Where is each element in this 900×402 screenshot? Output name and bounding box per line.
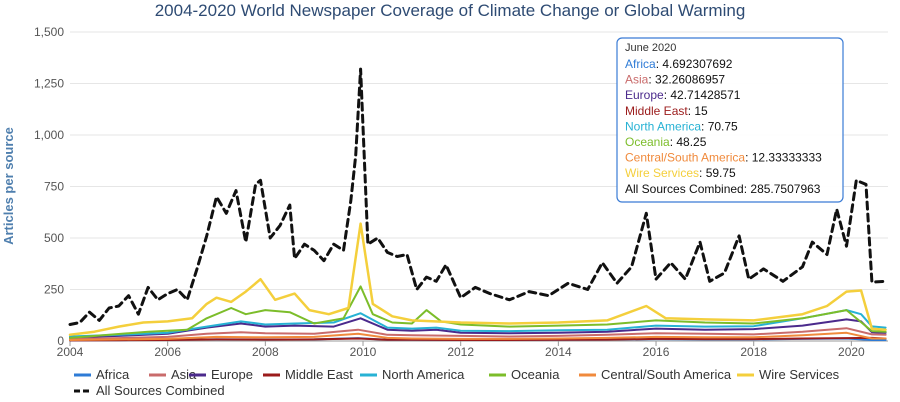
tooltip-row: Europe: 42.71428571 <box>625 88 741 102</box>
tooltip-series-value: 48.25 <box>676 135 706 149</box>
x-tick-label: 2006 <box>154 345 181 359</box>
series-line-asia <box>69 327 887 340</box>
tooltip-box <box>616 37 844 203</box>
y-tick-label: 750 <box>44 180 64 194</box>
tooltip-series-value: 285.7507963 <box>750 182 820 196</box>
series-line-oceania <box>69 285 887 339</box>
y-axis: 0 250 500 750 1,000 1,250 1,500 <box>34 25 64 348</box>
legend-label: Central/South America <box>601 367 732 382</box>
tooltip-series-label: Africa <box>625 57 656 71</box>
tooltip-series-label: Central/South America <box>625 151 745 165</box>
legend: Africa Asia Europe Middle East North America… <box>74 367 840 398</box>
tooltip-title: June 2020 <box>625 42 676 54</box>
x-tick-label: 2010 <box>350 345 377 359</box>
series-line-central-south-america <box>69 331 887 341</box>
series-line-all-sources-combined <box>68 67 888 326</box>
tooltip-series-label: Europe <box>625 88 664 102</box>
tooltip-row: Wire Services: 59.75 <box>625 166 736 180</box>
x-tick-label: 2012 <box>447 345 474 359</box>
x-tick-label: 2008 <box>252 345 279 359</box>
y-tick-label: 1,500 <box>34 25 64 39</box>
y-axis-title: Articles per source <box>1 127 16 245</box>
legend-label: All Sources Combined <box>96 383 225 398</box>
tooltip-series-value: 70.75 <box>708 119 738 133</box>
tooltip-series-value: 42.71428571 <box>670 88 740 102</box>
y-tick-label: 500 <box>44 231 64 245</box>
tooltip-row: Central/South America: 12.33333333 <box>625 151 822 165</box>
x-axis: 2004 2006 2008 2010 2012 2014 2016 2018 2020 <box>57 340 888 359</box>
tooltip-series-value: 15 <box>694 104 708 118</box>
tooltip-row: Africa: 4.692307692 <box>625 57 733 71</box>
tooltip-series-value: 4.692307692 <box>662 57 732 71</box>
tooltip-row: North America: 70.75 <box>625 119 738 133</box>
legend-label: Oceania <box>511 367 560 382</box>
series-line-europe <box>69 317 887 339</box>
series-line-middle-east <box>69 336 887 342</box>
legend-label: North America <box>382 367 465 382</box>
x-tick-label: 2004 <box>57 345 84 359</box>
tooltip-row: All Sources Combined: 285.7507963 <box>625 182 821 196</box>
tooltip-series-label: Asia <box>625 73 649 87</box>
tooltip-series-value: 59.75 <box>706 166 736 180</box>
legend-label: Middle East <box>285 367 353 382</box>
x-tick-label: 2020 <box>838 345 865 359</box>
tooltip-row: Oceania: 48.25 <box>625 135 707 149</box>
series-lines <box>68 67 888 342</box>
y-tick-label: 1,250 <box>34 77 64 91</box>
legend-label: Africa <box>96 367 130 382</box>
legend-label: Asia <box>171 367 197 382</box>
x-tick-label: 2018 <box>740 345 767 359</box>
tooltip-series-label: North America <box>625 119 701 133</box>
y-tick-label: 250 <box>44 283 64 297</box>
y-tick-label: 1,000 <box>34 128 64 142</box>
series-line-wire-services <box>68 222 887 337</box>
x-tick-label: 2014 <box>545 345 572 359</box>
tooltip-row: Asia: 32.26086957 <box>625 73 725 87</box>
tooltip-series-value: 32.26086957 <box>655 73 725 87</box>
legend-label: Europe <box>211 367 253 382</box>
tooltip-series-label: All Sources Combined <box>625 182 744 196</box>
legend-label: Wire Services <box>759 367 840 382</box>
tooltip-series-label: Wire Services <box>625 166 699 180</box>
tooltip-row: Middle East: 15 <box>625 104 708 118</box>
x-tick-label: 2016 <box>643 345 670 359</box>
tooltip-series-value: 12.33333333 <box>752 151 822 165</box>
tooltip-series-label: Middle East <box>625 104 688 118</box>
chart-title: 2004-2020 World Newspaper Coverage of Cl… <box>155 1 746 20</box>
y-tick-label: 0 <box>57 334 64 348</box>
tooltip-series-label: Oceania <box>625 135 670 149</box>
tooltip: June 2020 Africa: 4.692307692 Asia: 32.260… <box>616 37 844 203</box>
